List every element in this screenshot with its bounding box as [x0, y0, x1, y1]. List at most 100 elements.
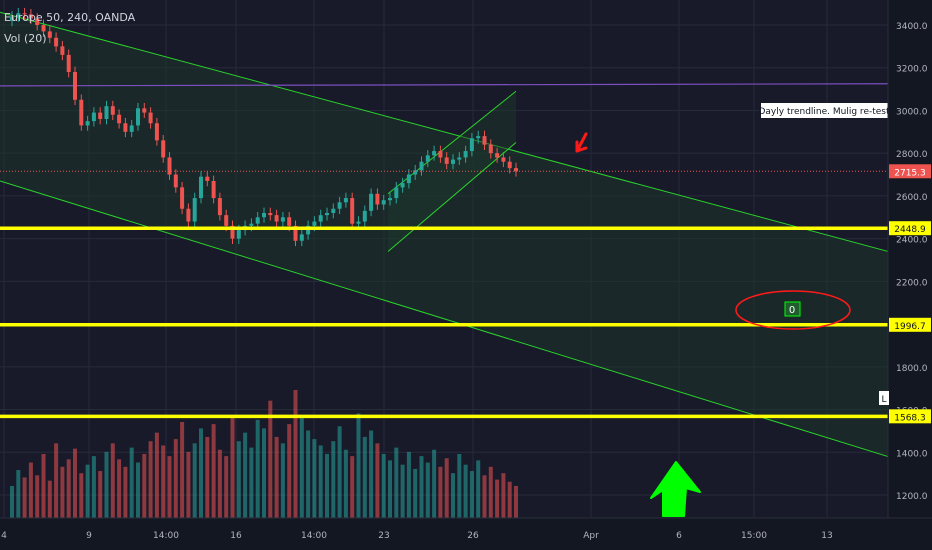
price-tick-label: 3000.0 — [896, 107, 928, 117]
candle-body — [123, 123, 128, 132]
candle-body — [117, 114, 122, 124]
plot-shade — [0, 0, 888, 518]
candle-body — [73, 72, 77, 100]
candle-body — [28, 14, 33, 19]
candle-body — [91, 112, 96, 122]
volume-bar — [186, 451, 191, 518]
price-tick-label: 1200.0 — [896, 492, 928, 502]
time-tick-label: 4 — [1, 531, 7, 541]
candle-body — [154, 123, 159, 141]
time-axis-bg — [0, 518, 932, 550]
candle-body — [507, 161, 512, 169]
candle-body — [173, 174, 178, 188]
volume-bar — [495, 479, 500, 518]
candle-body — [287, 217, 292, 226]
volume-bar — [488, 466, 493, 518]
candle-body — [85, 121, 90, 126]
volume-bar — [394, 447, 399, 518]
volume-bar — [514, 486, 518, 518]
volume-bar — [274, 436, 279, 518]
candle-body — [362, 210, 367, 222]
volume-bar — [299, 417, 304, 518]
price-tick-label: 2400.0 — [896, 236, 928, 246]
candle-body — [217, 198, 222, 216]
candle-body — [425, 155, 430, 162]
volume-bar — [230, 415, 235, 518]
volume-bar — [123, 466, 128, 518]
volume-bar — [432, 449, 437, 518]
candle-body — [325, 213, 329, 216]
candle-body — [482, 136, 487, 145]
red-circle-mark — [735, 290, 851, 330]
volume-bar — [318, 445, 323, 518]
volume-bar — [85, 464, 90, 518]
candle-body — [293, 225, 298, 241]
candle-body — [331, 208, 336, 213]
volume-bar — [199, 428, 203, 518]
level-price-tag-bg — [889, 409, 931, 424]
time-tick-label: 26 — [467, 531, 479, 541]
level-price-tag-bg — [889, 317, 931, 332]
candle-body — [394, 187, 399, 199]
volume-bar — [54, 443, 59, 518]
volume-bar — [129, 447, 134, 518]
side-tag-bg — [879, 391, 889, 405]
volume-bar — [79, 473, 84, 518]
volume-bar — [369, 430, 374, 518]
time-tick-label: 13 — [821, 531, 832, 541]
candle-body — [381, 200, 386, 205]
volume-bar — [167, 456, 172, 518]
candle-body — [356, 221, 361, 224]
candle-body — [444, 157, 449, 164]
time-tick-label: 23 — [378, 531, 389, 541]
level-marker-box — [784, 301, 801, 317]
candle-body — [148, 112, 153, 124]
price-tick-label: 3400.0 — [896, 22, 928, 32]
volume-bar — [60, 466, 65, 518]
volume-bar — [161, 445, 166, 518]
volume-bar — [16, 470, 21, 518]
volume-bar — [110, 443, 115, 518]
time-tick-label: 15:00 — [741, 531, 767, 541]
candle-body — [60, 46, 65, 55]
volume-bar — [47, 480, 52, 518]
volume-bar — [451, 473, 455, 518]
volume-indicator-label: Vol (20) — [4, 32, 47, 45]
price-tick-label: 2200.0 — [896, 278, 928, 288]
price-tick-label: 1400.0 — [896, 449, 928, 459]
candle-body — [488, 144, 493, 154]
volume-bar — [117, 459, 122, 518]
volume-bar — [280, 443, 285, 518]
volume-bar — [312, 439, 317, 518]
volume-bar — [180, 422, 185, 518]
candle-body — [413, 170, 418, 175]
volume-bar — [41, 454, 46, 518]
candle-body — [41, 25, 46, 32]
volume-bar — [362, 436, 367, 518]
candle-body — [369, 193, 374, 211]
symbol-title: Europe 50, 240, OANDA — [4, 11, 136, 24]
volume-bar — [211, 424, 216, 518]
volume-bar — [205, 436, 210, 518]
last-price-tag: 2715.3 — [894, 168, 926, 178]
volume-bar — [287, 424, 292, 518]
time-tick-label: 9 — [86, 531, 92, 541]
candle-body — [22, 13, 27, 15]
candle-body — [514, 168, 518, 172]
candle-body — [79, 99, 84, 126]
volume-bar — [173, 439, 178, 518]
price-tick-label: 1800.0 — [896, 364, 928, 374]
time-tick-label: 14:00 — [301, 531, 327, 541]
candle-body — [432, 151, 437, 156]
time-tick-label: 16 — [230, 531, 242, 541]
volume-bar — [438, 466, 443, 518]
candle-body — [312, 221, 317, 226]
candle-body — [142, 108, 147, 113]
volume-bar — [457, 454, 462, 518]
candle-body — [438, 151, 443, 158]
candle-body — [337, 202, 342, 209]
candle-body — [268, 213, 273, 216]
candle-body — [495, 153, 500, 158]
volume-bar — [262, 428, 266, 518]
